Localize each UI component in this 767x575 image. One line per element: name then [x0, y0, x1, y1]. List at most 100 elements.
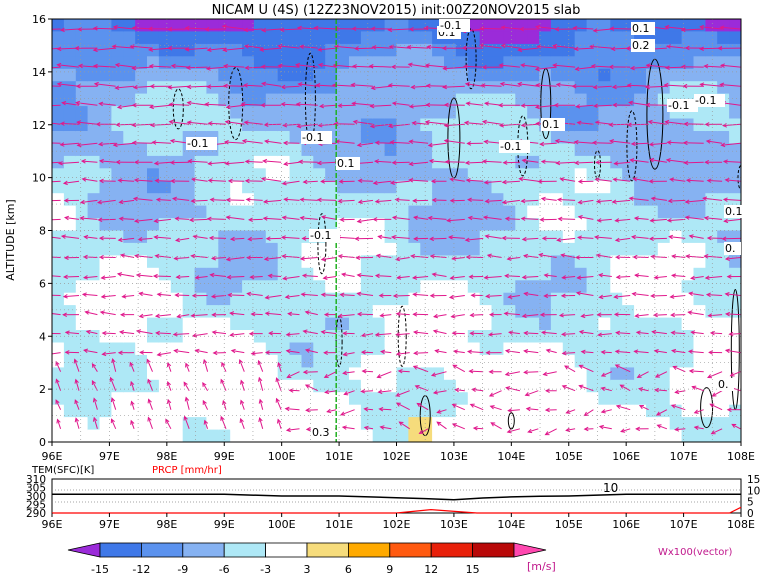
- field-cell: [52, 68, 65, 82]
- field-cell: [147, 367, 160, 381]
- wind-vector-head: [565, 409, 571, 414]
- field-cell: [206, 404, 220, 418]
- wind-vector: [627, 84, 649, 87]
- field-cell: [646, 180, 659, 194]
- field-cell: [265, 292, 279, 306]
- wind-vector: [207, 218, 227, 220]
- wind-vector: [85, 311, 98, 316]
- field-cell: [301, 19, 315, 33]
- field-cell: [349, 404, 362, 418]
- field-cell: [230, 205, 243, 219]
- field-cell: [182, 230, 196, 244]
- field-cell: [349, 168, 362, 182]
- wind-vector-head: [670, 348, 677, 354]
- field-cell: [539, 19, 552, 33]
- wind-vector: [318, 47, 337, 51]
- wind-vector-head: [129, 361, 134, 367]
- wind-vector-head: [75, 84, 81, 89]
- wind-vector-head: [206, 47, 212, 52]
- field-cell: [194, 68, 208, 82]
- wind-vector-head: [391, 160, 397, 165]
- wind-vector: [98, 218, 116, 221]
- field-cell: [63, 143, 77, 157]
- wind-vector: [685, 199, 704, 203]
- field-cell: [242, 255, 255, 269]
- wind-vector-head: [395, 256, 401, 262]
- field-cell: [337, 367, 350, 381]
- field-cell: [337, 81, 350, 95]
- field-cell: [360, 392, 374, 406]
- field-cell: [634, 218, 647, 232]
- wind-vector: [453, 350, 465, 354]
- wind-vector-head: [650, 196, 656, 202]
- wind-vector: [612, 199, 631, 203]
- wind-vector: [188, 160, 208, 163]
- field-cell: [705, 205, 719, 219]
- field-cell: [52, 230, 65, 244]
- field-cell: [384, 81, 398, 95]
- field-cell: [420, 330, 433, 344]
- field-cell: [527, 280, 540, 294]
- field-cell: [123, 118, 136, 132]
- field-cell: [99, 230, 113, 244]
- wind-vector: [392, 102, 410, 106]
- wind-vector: [262, 28, 282, 31]
- field-cell: [634, 417, 647, 431]
- field-cell: [432, 392, 445, 406]
- field-cell: [147, 193, 160, 207]
- field-cell: [527, 118, 540, 132]
- field-cell: [265, 354, 279, 369]
- tem-sfc-line: [52, 493, 741, 501]
- field-cell: [99, 43, 113, 58]
- field-cell: [598, 31, 612, 45]
- field-cell: [693, 31, 707, 45]
- wind-vector: [524, 350, 539, 354]
- field-cell: [111, 317, 125, 331]
- wind-vector: [484, 180, 502, 184]
- field-cell: [432, 255, 445, 269]
- field-cell: [384, 143, 398, 157]
- wind-vector-head: [561, 350, 567, 356]
- wind-vector: [102, 352, 116, 355]
- field-cell: [253, 367, 267, 381]
- field-cell: [420, 205, 433, 219]
- wind-vector: [239, 359, 245, 372]
- wind-vector-head: [653, 387, 659, 393]
- field-cell: [147, 180, 160, 194]
- field-cell: [158, 280, 172, 294]
- field-cell: [218, 242, 231, 257]
- wind-vector-head: [360, 350, 366, 355]
- field-cell: [420, 81, 433, 95]
- field-cell: [717, 56, 730, 70]
- field-cell: [527, 330, 540, 344]
- wind-vector: [558, 218, 576, 220]
- field-cell: [562, 429, 576, 442]
- wind-vector: [120, 254, 135, 258]
- field-cell: [135, 317, 148, 331]
- field-cell: [705, 255, 719, 269]
- field-cell: [515, 379, 528, 393]
- wind-vector: [167, 399, 172, 410]
- contour-line: [172, 88, 184, 130]
- field-cell: [717, 43, 730, 58]
- field-cell: [408, 168, 422, 182]
- field-cell: [586, 143, 600, 157]
- wind-vector-head: [576, 120, 582, 126]
- wind-vector-head: [354, 236, 360, 242]
- wind-vector: [689, 235, 704, 239]
- wind-vector: [519, 178, 539, 182]
- field-cell: [277, 131, 291, 145]
- field-cell: [610, 379, 623, 393]
- field-cell: [349, 81, 362, 95]
- wind-vector: [409, 179, 429, 182]
- wind-vector-head: [615, 330, 621, 336]
- field-cell: [384, 429, 398, 442]
- field-cell: [360, 342, 374, 356]
- field-cell: [182, 168, 196, 182]
- field-cell: [194, 404, 208, 418]
- wind-vector-head: [46, 180, 50, 184]
- field-cell: [99, 118, 113, 132]
- wind-vector-head: [304, 310, 310, 315]
- wind-vector: [297, 123, 318, 127]
- field-cell: [574, 193, 588, 207]
